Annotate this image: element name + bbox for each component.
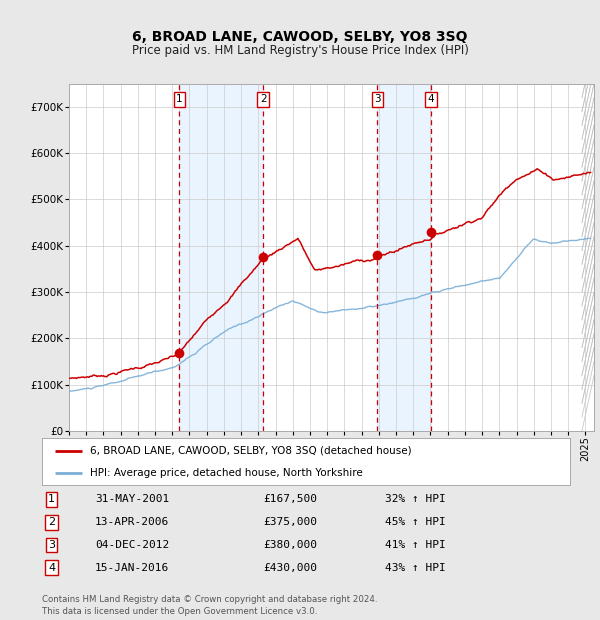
Text: £430,000: £430,000 xyxy=(264,563,318,573)
Text: £167,500: £167,500 xyxy=(264,494,318,505)
Text: 32% ↑ HPI: 32% ↑ HPI xyxy=(385,494,446,505)
Text: 4: 4 xyxy=(48,563,55,573)
Text: £375,000: £375,000 xyxy=(264,517,318,527)
Text: 3: 3 xyxy=(374,94,381,104)
Text: 13-APR-2006: 13-APR-2006 xyxy=(95,517,169,527)
Text: 4: 4 xyxy=(428,94,434,104)
Text: 1: 1 xyxy=(48,494,55,505)
Text: 45% ↑ HPI: 45% ↑ HPI xyxy=(385,517,446,527)
Text: 31-MAY-2001: 31-MAY-2001 xyxy=(95,494,169,505)
Text: 43% ↑ HPI: 43% ↑ HPI xyxy=(385,563,446,573)
Text: 3: 3 xyxy=(48,540,55,550)
Text: 1: 1 xyxy=(176,94,183,104)
Text: 2: 2 xyxy=(48,517,55,527)
Text: Price paid vs. HM Land Registry's House Price Index (HPI): Price paid vs. HM Land Registry's House … xyxy=(131,45,469,57)
Text: 04-DEC-2012: 04-DEC-2012 xyxy=(95,540,169,550)
Text: 41% ↑ HPI: 41% ↑ HPI xyxy=(385,540,446,550)
Text: £380,000: £380,000 xyxy=(264,540,318,550)
Bar xyxy=(179,84,263,431)
Text: 6, BROAD LANE, CAWOOD, SELBY, YO8 3SQ (detached house): 6, BROAD LANE, CAWOOD, SELBY, YO8 3SQ (d… xyxy=(89,446,411,456)
Text: HPI: Average price, detached house, North Yorkshire: HPI: Average price, detached house, Nort… xyxy=(89,468,362,478)
Text: Contains HM Land Registry data © Crown copyright and database right 2024.
This d: Contains HM Land Registry data © Crown c… xyxy=(42,595,377,616)
Text: 2: 2 xyxy=(260,94,266,104)
Text: 15-JAN-2016: 15-JAN-2016 xyxy=(95,563,169,573)
Text: 6, BROAD LANE, CAWOOD, SELBY, YO8 3SQ: 6, BROAD LANE, CAWOOD, SELBY, YO8 3SQ xyxy=(132,30,468,44)
Bar xyxy=(377,84,431,431)
